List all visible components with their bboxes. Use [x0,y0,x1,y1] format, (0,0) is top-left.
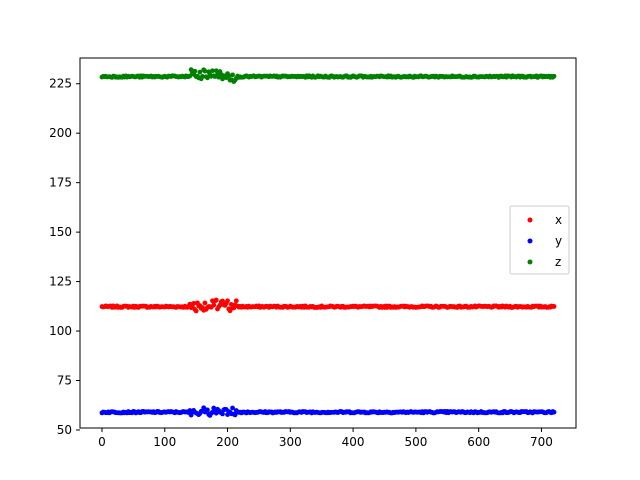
point-z [213,68,219,74]
point-x [193,308,199,314]
point-z [551,73,557,79]
point-z [202,68,208,74]
legend-marker-y [527,238,533,244]
point-z [200,74,205,79]
x-tick-label: 0 [98,435,106,449]
y-tick-label: 100 [49,324,72,338]
point-z [187,73,193,79]
x-tick-label: 300 [279,435,302,449]
y-tick-label: 50 [57,423,72,437]
point-x [202,300,208,306]
point-x [551,304,557,309]
point-y [205,407,210,413]
legend-marker-x [527,217,533,223]
point-z [230,72,235,78]
y-tick-label: 75 [57,374,72,388]
x-tick-label: 400 [342,435,365,449]
series-z [99,67,557,84]
legend-label-x: x [555,213,562,227]
x-tick-label: 600 [467,435,490,449]
x-axis: 0 100 200 300 400 500 600 700 [98,428,553,449]
point-y [230,405,235,411]
point-y [220,411,225,417]
x-tick-label: 500 [404,435,427,449]
legend-marker-z [527,259,533,265]
point-x [211,302,217,308]
y-tick-label: 175 [49,176,72,190]
point-z [192,68,198,74]
series-y [99,405,557,418]
x-tick-label: 100 [153,435,176,449]
y-tick-label: 225 [49,77,72,91]
legend-label-y: y [555,234,562,248]
point-x [220,298,225,304]
point-x [213,297,219,303]
x-tick-label: 200 [216,435,239,449]
data-marks [99,67,557,418]
axes-frame [79,57,577,429]
y-tick-label: 150 [49,225,72,239]
point-y [551,409,557,415]
point-x [233,298,239,304]
point-z [210,68,215,74]
y-tick-label: 125 [49,275,72,289]
y-tick-label: 200 [49,126,72,140]
x-tick-label: 700 [530,435,553,449]
point-x [228,301,234,307]
point-z [197,69,203,75]
point-x [191,301,197,306]
plot-area [80,58,576,428]
y-axis: 50 75 100 125 150 175 200 225 [49,77,80,437]
legend-label-z: z [555,255,561,269]
legend: xyz [509,205,570,275]
legend-box [509,205,570,275]
point-z [226,73,232,79]
point-x [225,298,230,304]
series-x [99,297,557,314]
